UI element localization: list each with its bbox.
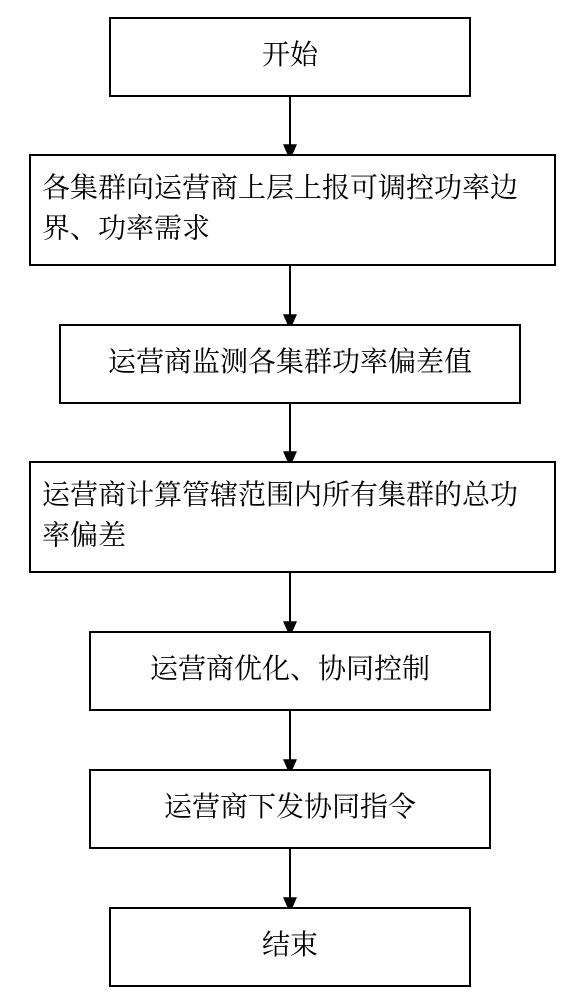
flow-node-label: 开始: [262, 33, 319, 73]
flowchart-canvas: 开始各集群向运营商上层上报可调控功率边界、功率需求运营商监测各集群功率偏差值运营…: [0, 0, 587, 1000]
flow-node-label: 运营商优化、协同控制: [150, 647, 430, 687]
flow-node: 运营商下发协同指令: [90, 770, 490, 848]
flow-node-label: 界、功率需求: [42, 207, 210, 247]
flow-node: 运营商计算管辖范围内所有集群的总功率偏差: [30, 462, 555, 572]
flow-node: 结束: [110, 908, 470, 986]
flow-node-label: 各集群向运营商上层上报可调控功率边: [42, 166, 518, 206]
flow-node: 运营商优化、协同控制: [90, 632, 490, 710]
flow-node: 开始: [110, 18, 470, 96]
flow-node-label: 运营商计算管辖范围内所有集群的总功: [42, 473, 518, 513]
flow-node-label: 运营商下发协同指令: [164, 785, 416, 825]
flow-node-label: 运营商监测各集群功率偏差值: [108, 340, 472, 380]
flow-node: 运营商监测各集群功率偏差值: [60, 325, 520, 403]
flow-node: 各集群向运营商上层上报可调控功率边界、功率需求: [30, 155, 555, 265]
flow-node-label: 结束: [262, 923, 318, 963]
flow-node-label: 率偏差: [42, 514, 126, 554]
